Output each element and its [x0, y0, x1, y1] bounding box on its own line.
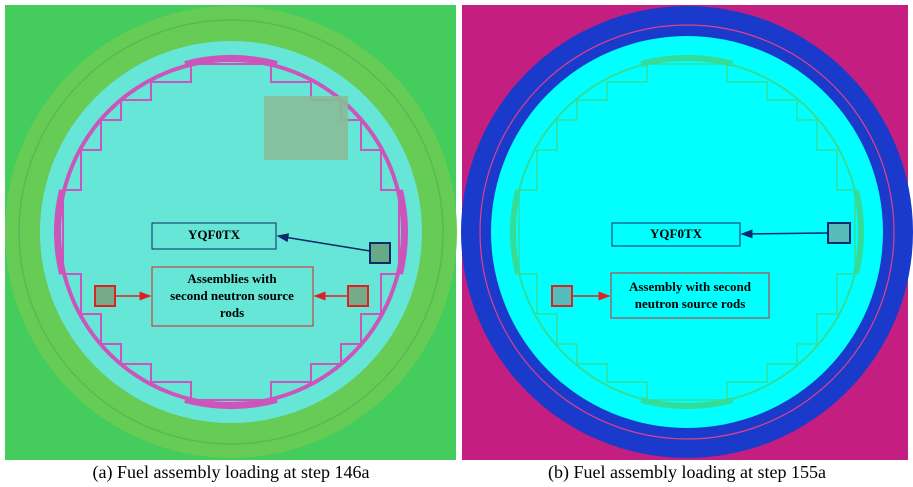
source-label: Assemblies with [187, 271, 277, 286]
panel-a: YQF0TX Assemblies with second neutron so… [5, 5, 457, 460]
source-label: second neutron source [170, 288, 294, 303]
source-label: neutron source rods [635, 296, 746, 311]
panel-b: YQF0TX Assembly with second neutron sour… [461, 5, 913, 460]
assembly-label: YQF0TX [188, 227, 241, 242]
source-label: Assembly with second [629, 279, 752, 294]
caption: (a) Fuel assembly loading at step 146a [93, 462, 370, 483]
figure: YQF0TX Assemblies with second neutron so… [0, 0, 913, 487]
caption: (b) Fuel assembly loading at step 155a [548, 462, 826, 483]
source-label: rods [220, 305, 244, 320]
assembly-label: YQF0TX [650, 226, 703, 241]
